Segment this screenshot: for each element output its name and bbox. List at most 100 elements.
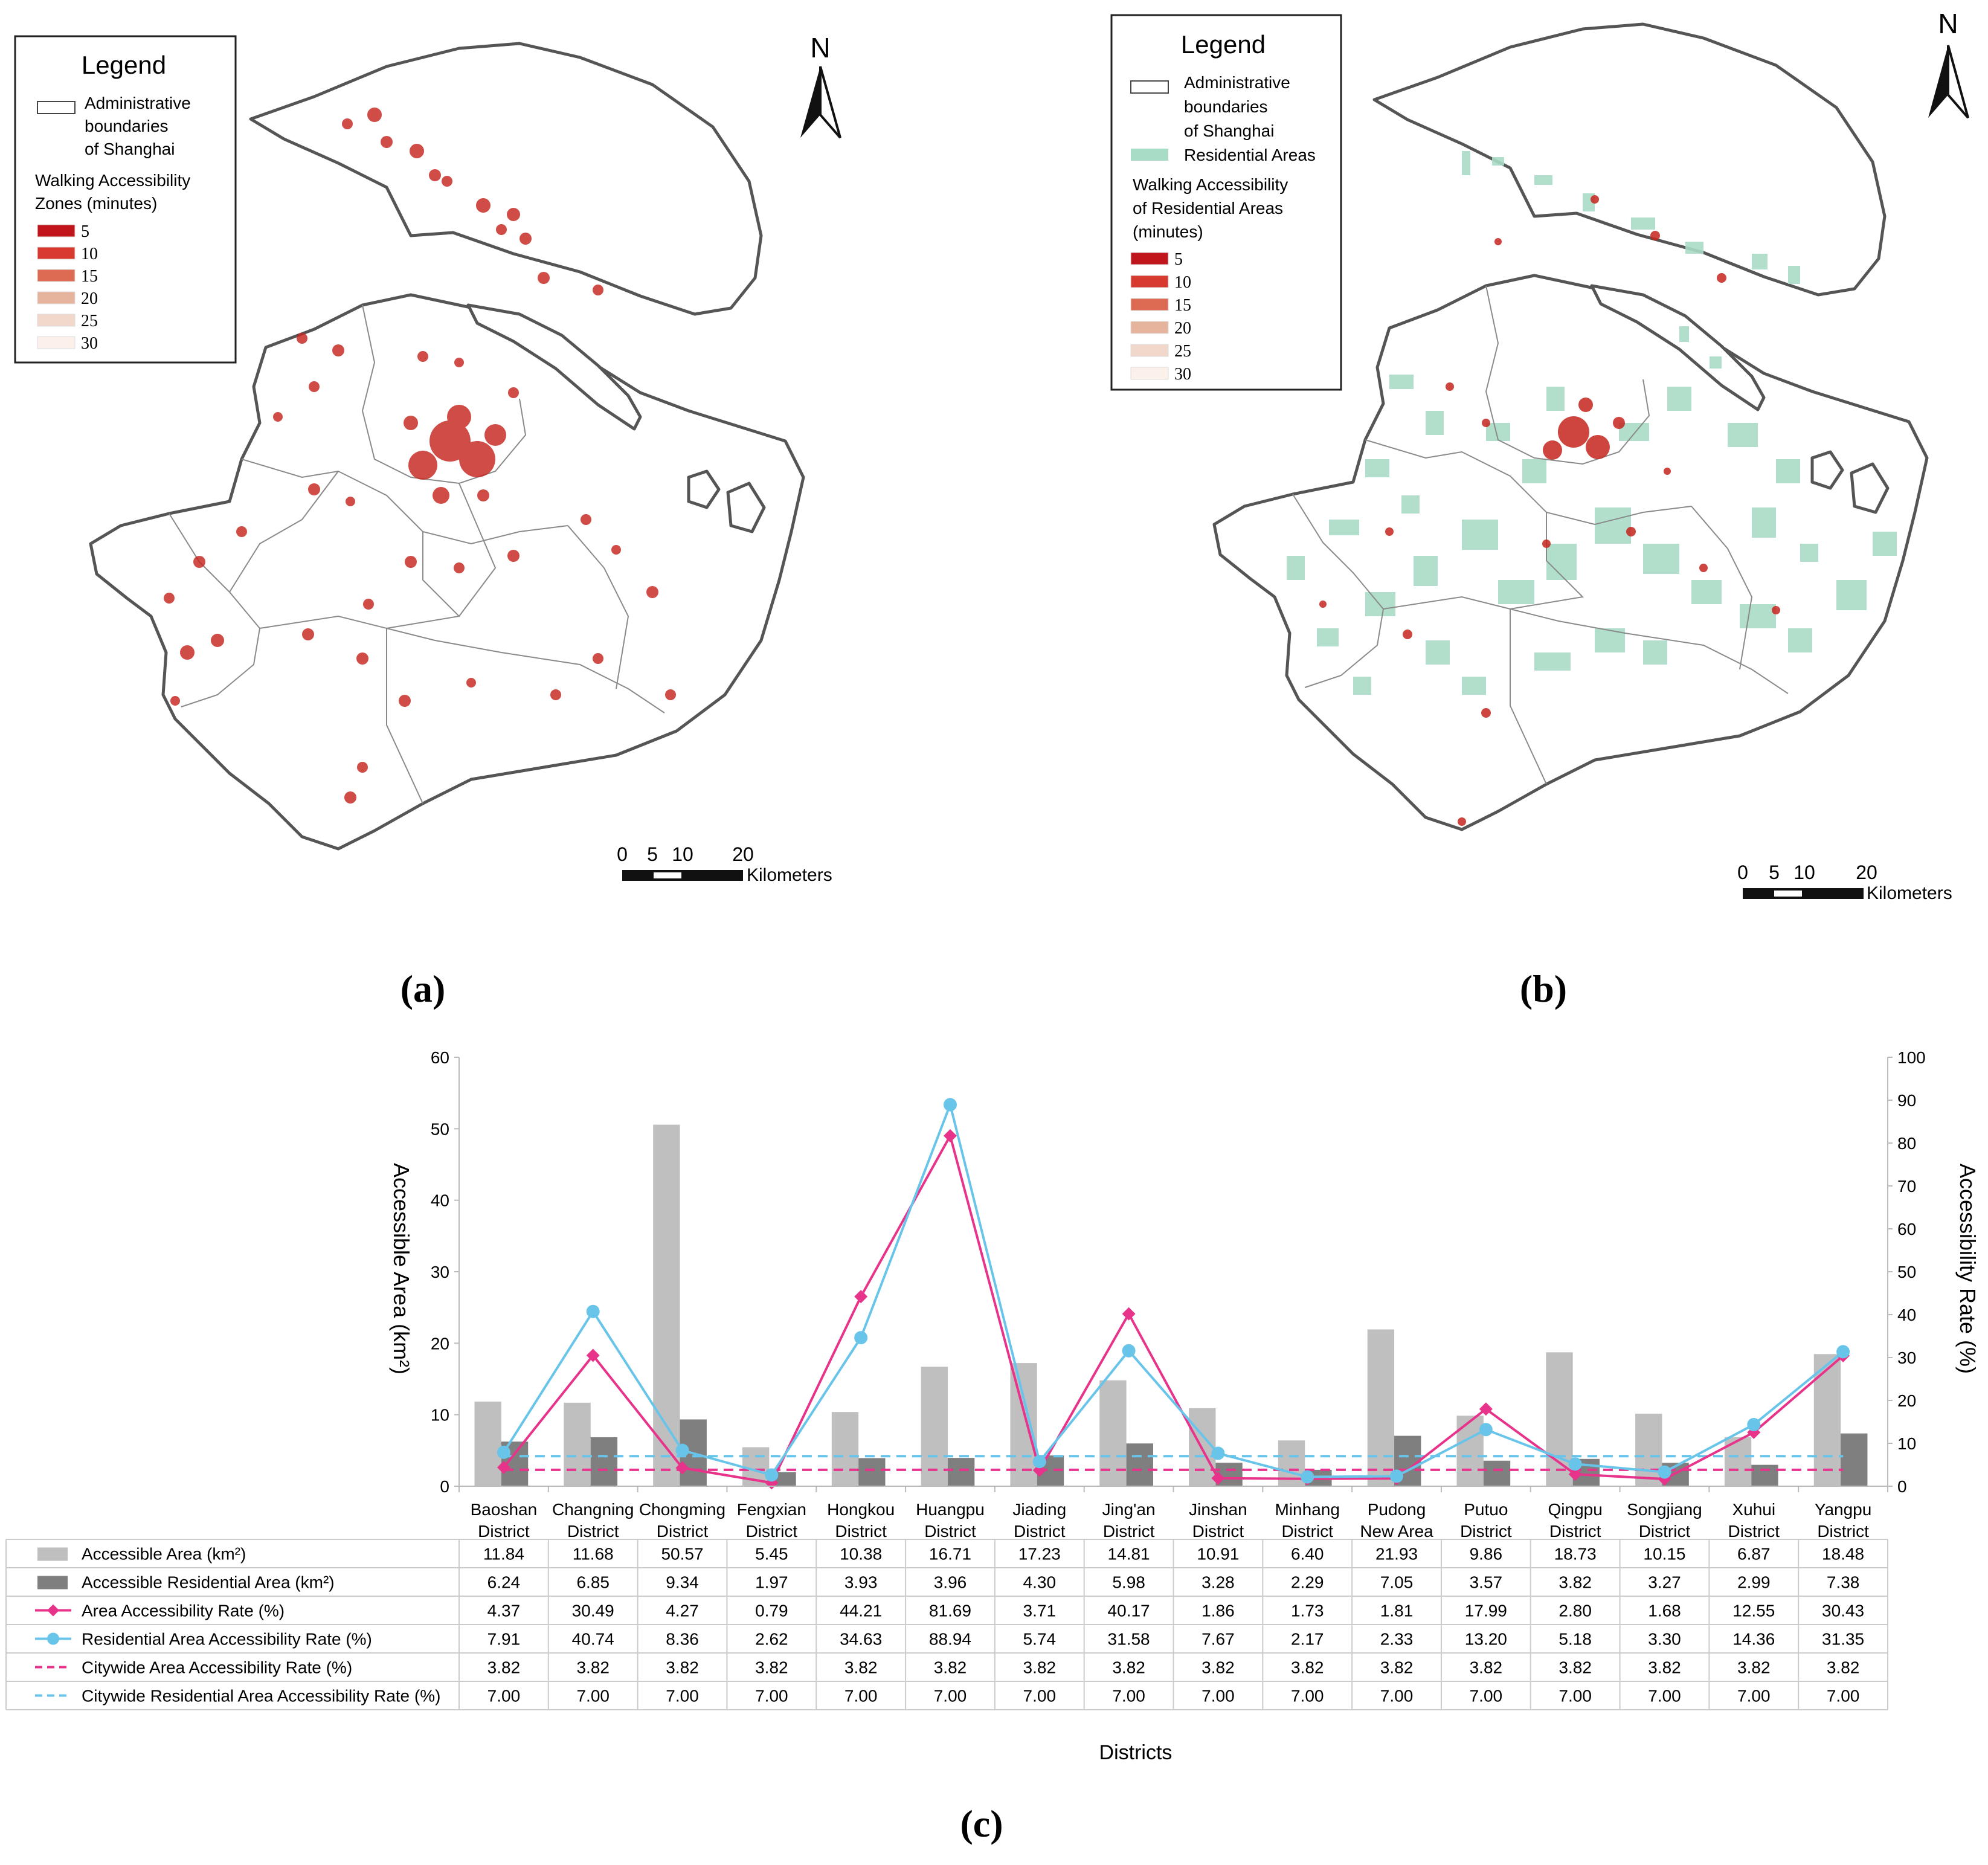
table-cell-3-2: 8.36 <box>666 1630 699 1649</box>
scale-tick-a-0: 0 <box>617 843 628 865</box>
legend-class-b-value-5: 5 <box>1174 250 1183 269</box>
scale-tick-b-0: 0 <box>1737 862 1748 883</box>
table-cell-2-13: 1.68 <box>1648 1602 1681 1620</box>
table-cell-2-11: 17.99 <box>1465 1602 1507 1620</box>
legend-boundary-b-0: Administrative <box>1184 73 1290 92</box>
category-label-7: Jing'an <box>1102 1500 1156 1519</box>
scale-tick-a-3: 20 <box>732 843 754 865</box>
bar-residential-area-7 <box>1126 1443 1153 1486</box>
legend-zones-title-a-1: Zones (minutes) <box>35 194 157 213</box>
table-cell-4-14: 3.82 <box>1737 1658 1771 1677</box>
y2-tick-label: 90 <box>1897 1091 1916 1110</box>
north-label-b: N <box>1938 8 1958 39</box>
bar-residential-area-1 <box>590 1437 618 1486</box>
table-cell-4-11: 3.82 <box>1470 1658 1503 1677</box>
category-label-0: Baoshan <box>471 1500 538 1519</box>
legend-class-b-value-30: 30 <box>1174 365 1191 384</box>
table-row-label-0: Accessible Area (km²) <box>82 1545 246 1564</box>
north-arrow-b: N <box>1928 8 1969 119</box>
table-cell-2-7: 40.17 <box>1108 1602 1150 1620</box>
bar-residential-area-11 <box>1483 1460 1511 1486</box>
point-residential-rate-4 <box>854 1331 868 1345</box>
legend-a: Legend Administrative boundaries of Shan… <box>14 35 237 364</box>
bar-accessible-area-1 <box>564 1402 591 1486</box>
table-cell-2-12: 2.80 <box>1559 1602 1592 1620</box>
category-label-14: Xuhui <box>1732 1500 1775 1519</box>
y2-tick-label: 70 <box>1897 1177 1916 1196</box>
table-cell-1-4: 3.93 <box>844 1573 878 1592</box>
bar-accessible-area-4 <box>831 1412 859 1486</box>
legend-boundary-a-0: Administrative <box>85 94 191 112</box>
category-sublabel-10: New Area <box>1360 1522 1433 1541</box>
point-residential-rate-1 <box>586 1304 600 1318</box>
table-cell-3-3: 2.62 <box>755 1630 788 1649</box>
scale-unit-b: Kilometers <box>1867 883 1952 903</box>
bar-accessible-area-11 <box>1456 1416 1484 1486</box>
table-cell-1-9: 2.29 <box>1291 1573 1324 1592</box>
table-cell-0-12: 18.73 <box>1554 1545 1597 1564</box>
legend-residential-b: Residential Areas <box>1184 146 1316 164</box>
table-cell-5-4: 7.00 <box>844 1687 878 1706</box>
table-cell-1-0: 6.24 <box>487 1573 521 1592</box>
table-cell-2-9: 1.73 <box>1291 1602 1324 1620</box>
table-cell-5-2: 7.00 <box>666 1687 699 1706</box>
table-row-label-3: Residential Area Accessibility Rate (%) <box>82 1630 372 1649</box>
table-cell-4-2: 3.82 <box>666 1658 699 1677</box>
category-sublabel-2: District <box>657 1522 709 1541</box>
point-residential-rate-0 <box>497 1445 510 1459</box>
table-cell-3-10: 2.33 <box>1380 1630 1414 1649</box>
legend-boundary-a-2: of Shanghai <box>85 140 175 158</box>
table-cell-3-13: 3.30 <box>1648 1630 1681 1649</box>
table-cell-3-12: 5.18 <box>1559 1630 1592 1649</box>
legend-class-a-swatch-5 <box>37 224 76 237</box>
y2-tick-label: 100 <box>1897 1048 1926 1067</box>
bar-accessible-area-2 <box>653 1124 680 1486</box>
y-tick-label: 30 <box>431 1263 449 1281</box>
y2-axis-label: Accessibility Rate (%) <box>1955 1164 1980 1374</box>
table-cell-0-11: 9.86 <box>1470 1545 1503 1564</box>
table-cell-3-0: 7.91 <box>487 1630 521 1649</box>
table-cell-0-13: 10.15 <box>1643 1545 1685 1564</box>
scale-bar-a: 0 5 10 20 Kilometers <box>617 843 832 885</box>
category-sublabel-12: District <box>1549 1522 1601 1541</box>
table-cell-1-5: 3.96 <box>934 1573 967 1592</box>
legend-class-a-value-30: 30 <box>81 334 98 353</box>
table-cell-1-11: 3.57 <box>1470 1573 1503 1592</box>
table-cell-2-4: 44.21 <box>840 1602 882 1620</box>
point-residential-rate-3 <box>765 1468 779 1482</box>
district-boundaries-b <box>1292 285 1789 785</box>
table-cell-4-7: 3.82 <box>1112 1658 1145 1677</box>
table-cell-2-14: 12.55 <box>1732 1602 1775 1620</box>
table-cell-2-10: 1.81 <box>1380 1602 1414 1620</box>
table-cell-1-1: 6.85 <box>576 1573 610 1592</box>
table-cell-5-11: 7.00 <box>1470 1687 1503 1706</box>
point-residential-rate-10 <box>1390 1469 1404 1483</box>
category-label-2: Chongming <box>639 1500 725 1519</box>
table-cell-4-9: 3.82 <box>1291 1658 1324 1677</box>
table-cell-4-1: 3.82 <box>576 1658 610 1677</box>
point-residential-rate-15 <box>1836 1345 1850 1359</box>
bar-residential-area-5 <box>947 1458 975 1486</box>
category-label-10: Pudong <box>1368 1500 1426 1519</box>
table-cell-4-6: 3.82 <box>1023 1658 1057 1677</box>
table-cell-0-14: 6.87 <box>1737 1545 1771 1564</box>
table-cell-3-5: 88.94 <box>929 1630 971 1649</box>
bar-accessible-area-0 <box>474 1401 501 1486</box>
bar-accessible-area-10 <box>1367 1329 1395 1486</box>
point-residential-rate-5 <box>943 1098 957 1112</box>
table-cell-5-6: 7.00 <box>1023 1687 1057 1706</box>
accessibility-zones-a <box>164 108 676 804</box>
point-area-rate-12 <box>1568 1467 1582 1481</box>
legend-class-a-value-20: 20 <box>81 289 98 308</box>
rate-line-circle <box>503 1100 1844 1478</box>
category-label-5: Huangpu <box>916 1500 985 1519</box>
category-sublabel-5: District <box>924 1522 976 1541</box>
legend-class-a-swatch-30 <box>37 336 76 349</box>
bar-accessible-area-7 <box>1099 1380 1127 1486</box>
north-label-a: N <box>810 32 830 63</box>
table-cell-2-3: 0.79 <box>755 1602 788 1620</box>
table-key-bar-0 <box>37 1547 68 1561</box>
table-cell-4-10: 3.82 <box>1380 1658 1414 1677</box>
legend-boundary-a-1: boundaries <box>85 117 169 135</box>
map-a: N 0 5 10 20 Kilometers Legend Administra… <box>14 32 841 1010</box>
